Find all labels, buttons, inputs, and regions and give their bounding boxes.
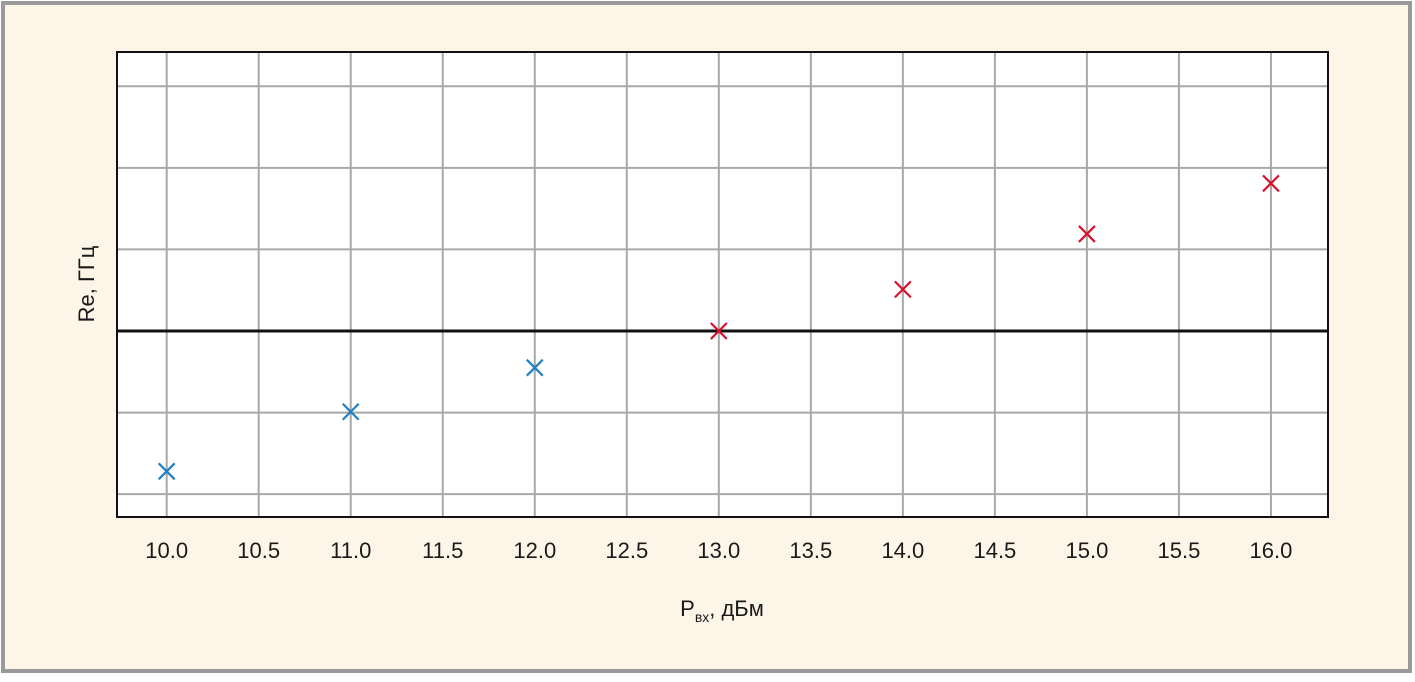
x-tick-label: 14.5: [973, 538, 1016, 563]
x-label-sub: вх: [695, 609, 709, 625]
x-tick-label: 11.5: [422, 538, 463, 563]
x-tick-label: 16.0: [1250, 538, 1293, 563]
point: [157, 462, 176, 481]
x-axis-label: Pвх, дБм: [680, 596, 764, 625]
x-tick-label: 12.0: [513, 538, 556, 563]
x-tick-label: 13.0: [697, 538, 740, 563]
point: [341, 402, 360, 421]
point: [525, 358, 544, 377]
y-axis-label: Re, ГГц: [74, 245, 99, 322]
x-label-main: P: [680, 596, 695, 621]
x-tick-label: 14.0: [881, 538, 924, 563]
point: [894, 280, 912, 299]
point: [1078, 225, 1096, 243]
x-label-rest: , дБм: [709, 596, 764, 621]
x-tick-label: 12.5: [605, 538, 648, 563]
x-tick-label: 15.0: [1065, 538, 1108, 563]
x-tick-label: 13.5: [789, 538, 832, 563]
x-tick-label: 10.5: [237, 538, 280, 563]
plot-border: [116, 51, 1329, 518]
point: [1262, 174, 1280, 193]
point: [710, 322, 728, 340]
x-tick-label: 15.5: [1158, 538, 1201, 563]
x-tick-label: 11.0: [330, 538, 371, 563]
plot-area: [117, 52, 1328, 517]
x-tick-label: 10.0: [145, 538, 188, 563]
